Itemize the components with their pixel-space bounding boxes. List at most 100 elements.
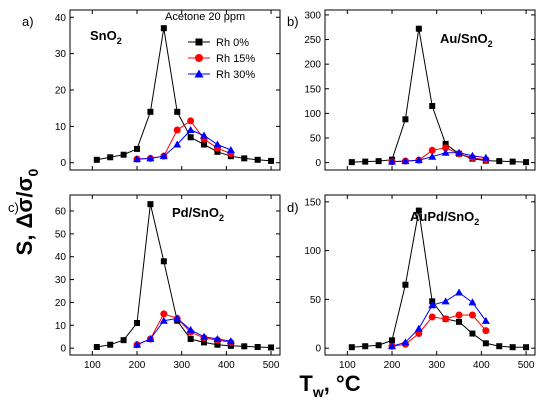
panel-c-y-tick-label: 50 bbox=[55, 229, 67, 240]
panel-b-series-rh-30-point bbox=[401, 157, 410, 165]
panel-c-series-rh-30-point bbox=[133, 340, 142, 348]
panel-b-series-rh-30-point bbox=[468, 151, 477, 159]
panel-a-y-tick-label: 10 bbox=[55, 122, 67, 133]
panel-d-series-rh-0-point bbox=[482, 340, 489, 347]
panel-a-series-rh-30-point bbox=[173, 140, 182, 148]
panel-c-series-rh-15-point bbox=[160, 310, 168, 318]
panel-a-series-rh-0-point bbox=[187, 134, 194, 141]
panel-c-series-rh-30-point bbox=[186, 325, 195, 333]
panel-b-series-rh-30-line bbox=[391, 152, 486, 163]
panel-b-series-rh-15-point bbox=[428, 146, 436, 154]
panel-c-series-rh-0-point bbox=[268, 344, 275, 351]
panel-b-series-rh-30-point bbox=[481, 153, 490, 161]
panel-c-series-rh-0-point bbox=[214, 341, 221, 348]
panel-b-y-tick-label: 0 bbox=[315, 158, 321, 169]
panel-a-series-rh-30-point bbox=[186, 126, 195, 133]
panel-a-series-rh-30-point bbox=[133, 155, 142, 163]
panel-b-series-rh-0-point bbox=[429, 103, 436, 109]
panel-b-series-rh-0-point bbox=[509, 158, 516, 165]
panel-a-series-rh-0-point bbox=[120, 151, 127, 158]
panel-d-series-rh-30-point bbox=[428, 301, 437, 309]
legend-label-rh-30: Rh 30% bbox=[216, 69, 255, 81]
panel-c-letter: c) bbox=[8, 200, 19, 215]
panel-c-series-rh-30-line bbox=[136, 317, 231, 346]
y-axis-label-subscript: 0 bbox=[25, 168, 41, 176]
panel-b-series-rh-30-point bbox=[388, 157, 397, 165]
panel-b-series-rh-0-point bbox=[375, 158, 382, 165]
panel-c-series-rh-30-point bbox=[213, 335, 222, 342]
panel-b-material-label: Au/SnO2 bbox=[440, 31, 493, 49]
panel-a-y-tick-label: 40 bbox=[55, 13, 67, 24]
panel-a-series-rh-30 bbox=[133, 126, 235, 163]
panel-c-series-rh-30-point bbox=[200, 332, 209, 340]
panel-d-letter: d) bbox=[287, 200, 299, 215]
panel-a-series-rh-0-point bbox=[268, 157, 275, 164]
panel-d-series-rh-0-point bbox=[402, 281, 409, 288]
panel-c-series-rh-0-point bbox=[254, 344, 261, 350]
panel-c-series-rh-0-point bbox=[241, 343, 248, 350]
panel-b-y-tick-label: 250 bbox=[304, 35, 321, 46]
panel-c-series-rh-0-point bbox=[187, 336, 194, 342]
panel-c-series-rh-30-point bbox=[159, 316, 168, 324]
panel-d-series-rh-30 bbox=[388, 288, 490, 350]
panel-c: 100 200 300 400 500 0 10 20 30 40 50 60 c) Pd/SnO2 bbox=[8, 194, 281, 371]
panel-d-series-rh-0-point bbox=[523, 344, 530, 351]
panel-a-series-rh-0-point bbox=[93, 156, 100, 163]
x-axis-label-subscript: w bbox=[312, 384, 324, 400]
panel-b-series-rh-30 bbox=[388, 148, 490, 165]
panel-a: 0 10 20 30 40 a) SnO2 bbox=[22, 9, 281, 171]
legend: Rh 0% Rh 15% Rh 30% bbox=[188, 37, 255, 81]
panel-a-series-rh-0-point bbox=[147, 108, 154, 115]
panel-a-series-rh-0-point bbox=[214, 148, 221, 155]
panel-d-x-tick-label: 500 bbox=[518, 360, 535, 371]
panel-d-series-rh-30-line bbox=[391, 291, 487, 347]
panel-b-series-rh-15-point bbox=[442, 144, 450, 152]
panel-c-series-rh-0-point bbox=[134, 320, 141, 326]
panel-c-series-rh-30-point bbox=[173, 314, 182, 322]
panel-d-y-tick-label: 100 bbox=[304, 246, 321, 257]
panel-d-material-label: AuPd/SnO2 bbox=[410, 209, 479, 227]
panel-b-y-tick-label: 300 bbox=[304, 10, 321, 21]
panel-a-series-rh-0-point bbox=[107, 154, 114, 161]
panel-d-series-rh-15-point bbox=[442, 315, 450, 323]
panel-c-x-tick-label: 200 bbox=[129, 360, 146, 371]
panel-c-series-rh-0-point bbox=[93, 344, 100, 350]
panel-c-frame bbox=[69, 194, 281, 356]
panel-a-series-rh-15-point bbox=[173, 126, 181, 134]
panel-c-series-rh-0-point bbox=[160, 258, 167, 265]
panel-d-series-rh-15-point bbox=[415, 330, 423, 338]
panel-b: 0 50 100 150 200 250 300 b) Au/SnO2 bbox=[287, 9, 536, 171]
x-axis-label-tail: , °C bbox=[324, 371, 361, 396]
panel-b-series-rh-30-point bbox=[455, 148, 464, 156]
panel-d-series-rh-30-point bbox=[414, 324, 423, 332]
panel-c-y-tick-label: 20 bbox=[55, 298, 67, 309]
panel-c-series-rh-0 bbox=[93, 201, 275, 351]
panel-a-y-tick-label: 0 bbox=[60, 158, 66, 169]
panel-b-y-tick-label: 200 bbox=[304, 60, 321, 71]
panel-a-series-rh-0-point bbox=[254, 156, 261, 163]
panel-d-y-tick-label: 150 bbox=[304, 197, 321, 208]
panel-a-series-rh-30-point bbox=[146, 154, 155, 162]
panel-b-series-rh-30-point bbox=[428, 152, 437, 160]
panel-c-series-rh-0-point bbox=[147, 201, 154, 208]
panel-c-series-rh-30 bbox=[133, 314, 235, 348]
panel-c-series-rh-0-point bbox=[107, 341, 114, 348]
panel-d-series-rh-15-point bbox=[428, 313, 436, 321]
panel-b-series-rh-0-point bbox=[442, 140, 449, 147]
panel-c-material-label: Pd/SnO2 bbox=[172, 205, 224, 223]
panel-d-series-rh-0-point bbox=[389, 337, 396, 344]
panel-d-series-rh-0-point bbox=[456, 318, 463, 325]
panel-c-y-tick-label: 40 bbox=[55, 252, 67, 263]
panel-b-series-rh-0-line bbox=[351, 28, 527, 163]
panel-a-series-rh-0-point bbox=[174, 108, 181, 115]
panel-d: 100 200 300 400 500 0 50 100 150 d) AuPd/SnO2 bbox=[287, 194, 536, 371]
panel-a-material-label: SnO2 bbox=[90, 28, 122, 46]
legend-label-rh-15: Rh 15% bbox=[216, 53, 255, 65]
panel-a-y-tick-label: 20 bbox=[55, 86, 67, 97]
panel-c-series-rh-0-point bbox=[201, 339, 208, 346]
panel-d-y-tick-label: 0 bbox=[315, 344, 321, 355]
legend-marker-rh-0 bbox=[195, 38, 203, 46]
panel-d-series-rh-30-point bbox=[441, 297, 450, 305]
panel-d-frame bbox=[324, 194, 536, 356]
panel-a-series-rh-0 bbox=[93, 25, 275, 164]
